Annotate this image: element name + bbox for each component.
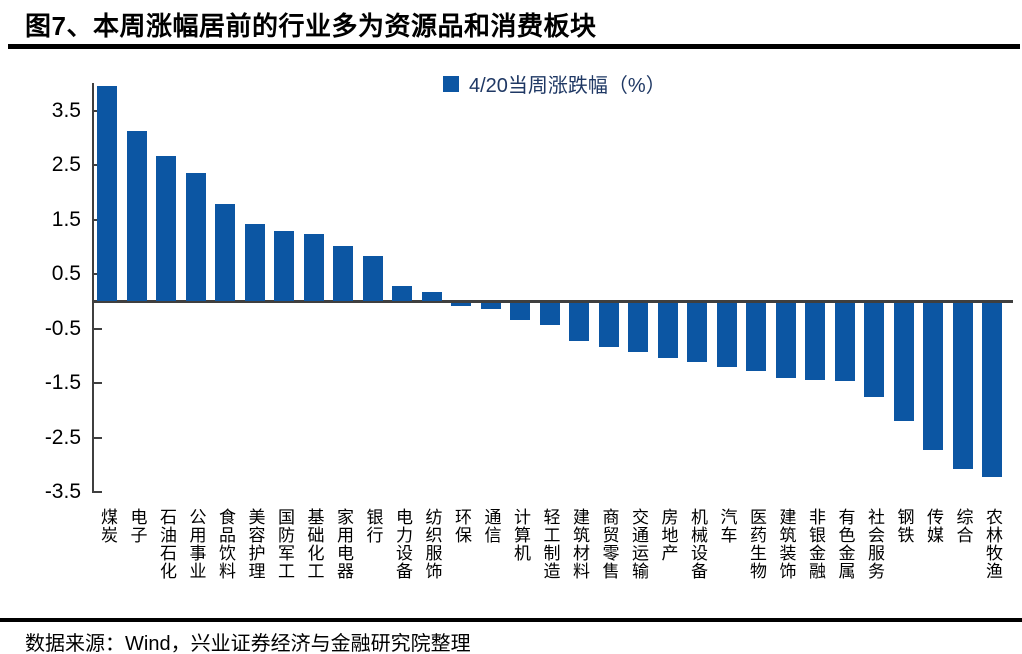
x-axis-label: 石油石化 xyxy=(157,508,176,580)
x-axis-label: 食品饮料 xyxy=(216,508,235,580)
y-tick xyxy=(93,382,102,385)
x-axis-label: 有色金属 xyxy=(835,508,855,580)
y-tick xyxy=(93,327,102,330)
bar xyxy=(805,303,825,380)
bar xyxy=(893,303,914,422)
figure-title: 图7、本周涨幅居前的行业多为资源品和消费板块 xyxy=(25,11,597,41)
y-tick-label: 2.5 xyxy=(51,153,81,177)
y-tick-label: 1.5 xyxy=(51,207,81,231)
x-axis-label: 计算机 xyxy=(511,508,530,562)
x-axis-label: 通信 xyxy=(481,508,501,544)
bar xyxy=(746,303,766,372)
bar xyxy=(392,286,412,302)
bar xyxy=(362,255,383,302)
x-axis-label: 基础化工 xyxy=(304,508,324,580)
y-tick-label: -3.5 xyxy=(44,480,81,504)
x-axis-label: 社会服务 xyxy=(865,508,884,580)
y-tick-label: -1.5 xyxy=(44,371,81,395)
bar xyxy=(480,303,501,309)
bar xyxy=(952,303,973,469)
bar xyxy=(156,155,176,302)
y-tick-label: -2.5 xyxy=(44,425,81,449)
bar xyxy=(185,173,206,302)
legend-swatch-icon xyxy=(443,75,459,92)
legend-label: 4/20当周涨跌幅（%） xyxy=(469,75,666,97)
bar xyxy=(274,230,294,302)
bar xyxy=(333,245,353,302)
x-axis-label: 钢铁 xyxy=(894,508,914,544)
footer-divider xyxy=(0,618,1022,622)
x-axis-label: 机械设备 xyxy=(688,508,707,580)
x-axis-label: 电力设备 xyxy=(393,508,412,580)
x-axis-label: 综合 xyxy=(953,508,973,544)
title-divider xyxy=(8,44,1020,49)
bar xyxy=(657,303,678,359)
bar xyxy=(834,303,855,381)
x-axis-label: 建筑材料 xyxy=(570,508,589,580)
x-axis-label: 纺织服饰 xyxy=(422,508,442,580)
x-axis-label: 银行 xyxy=(363,508,383,544)
bar xyxy=(97,86,117,302)
bar xyxy=(716,303,737,368)
bar xyxy=(598,303,619,348)
x-axis-label: 环保 xyxy=(452,508,471,544)
x-axis-label: 建筑装饰 xyxy=(776,508,796,580)
x-axis-label: 汽车 xyxy=(717,508,737,544)
x-axis-label: 公用事业 xyxy=(186,508,206,580)
x-axis-label: 医药生物 xyxy=(747,508,766,580)
bar xyxy=(775,303,796,379)
x-axis-label: 商贸零售 xyxy=(599,508,619,580)
x-axis-label: 轻工制造 xyxy=(540,508,560,580)
bar xyxy=(628,303,648,352)
bar xyxy=(539,303,560,325)
y-tick-label: 0.5 xyxy=(51,262,81,286)
bar xyxy=(923,303,943,451)
bar xyxy=(244,224,265,302)
x-axis-label: 传媒 xyxy=(924,508,943,544)
y-tick xyxy=(93,491,102,494)
x-axis-label: 非银金融 xyxy=(806,508,825,580)
chart-legend: 4/20当周涨跌幅（%） xyxy=(443,69,666,98)
x-axis-label: 交通运输 xyxy=(629,508,648,580)
y-tick xyxy=(93,436,102,439)
bar xyxy=(215,203,235,302)
y-tick-label: -0.5 xyxy=(44,316,81,340)
x-axis-label: 美容护理 xyxy=(245,508,265,580)
bar xyxy=(569,303,589,341)
y-axis-line xyxy=(92,83,94,493)
x-axis-label: 国防军工 xyxy=(275,508,294,580)
data-source-note: 数据来源：Wind，兴业证券经济与金融研究院整理 xyxy=(25,633,471,654)
bar xyxy=(687,303,707,363)
bar xyxy=(510,303,530,320)
x-axis-label: 家用电器 xyxy=(334,508,353,580)
bar xyxy=(864,303,884,397)
bar xyxy=(421,292,442,302)
x-axis-label: 房地产 xyxy=(658,508,678,562)
zero-baseline xyxy=(92,300,1013,303)
x-axis-label: 农林牧渔 xyxy=(983,508,1002,580)
y-tick-label: 3.5 xyxy=(51,98,81,122)
x-axis-label: 煤炭 xyxy=(98,508,117,544)
bar xyxy=(303,233,324,302)
bar xyxy=(451,303,471,306)
bar xyxy=(982,303,1002,478)
bar xyxy=(126,131,147,302)
x-axis-label: 电子 xyxy=(127,508,147,544)
